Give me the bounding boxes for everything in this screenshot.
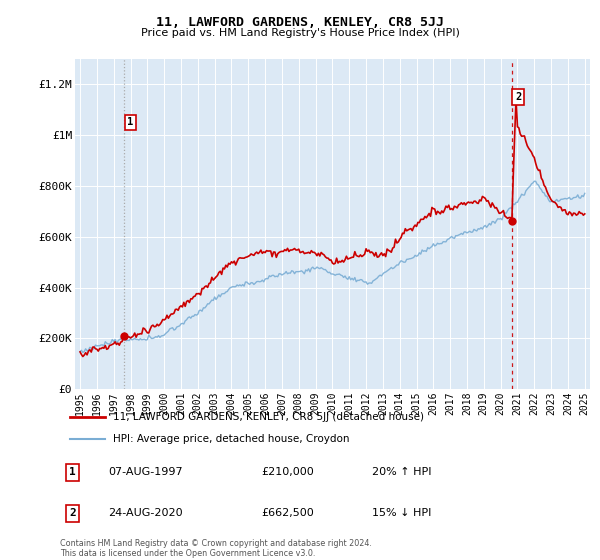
Text: 1: 1 bbox=[127, 118, 133, 127]
Text: 2: 2 bbox=[69, 508, 76, 518]
Text: 15% ↓ HPI: 15% ↓ HPI bbox=[373, 508, 432, 518]
Text: 20% ↑ HPI: 20% ↑ HPI bbox=[373, 468, 432, 478]
Text: £662,500: £662,500 bbox=[262, 508, 314, 518]
Text: Contains HM Land Registry data © Crown copyright and database right 2024.
This d: Contains HM Land Registry data © Crown c… bbox=[60, 539, 372, 558]
Text: 2: 2 bbox=[515, 92, 521, 102]
Text: Price paid vs. HM Land Registry's House Price Index (HPI): Price paid vs. HM Land Registry's House … bbox=[140, 28, 460, 38]
Text: £210,000: £210,000 bbox=[262, 468, 314, 478]
Text: 11, LAWFORD GARDENS, KENLEY, CR8 5JJ: 11, LAWFORD GARDENS, KENLEY, CR8 5JJ bbox=[156, 16, 444, 29]
Text: HPI: Average price, detached house, Croydon: HPI: Average price, detached house, Croy… bbox=[113, 434, 349, 444]
Text: 24-AUG-2020: 24-AUG-2020 bbox=[108, 508, 182, 518]
Text: 1: 1 bbox=[69, 468, 76, 478]
Text: 07-AUG-1997: 07-AUG-1997 bbox=[108, 468, 182, 478]
Text: 11, LAWFORD GARDENS, KENLEY, CR8 5JJ (detached house): 11, LAWFORD GARDENS, KENLEY, CR8 5JJ (de… bbox=[113, 412, 424, 422]
